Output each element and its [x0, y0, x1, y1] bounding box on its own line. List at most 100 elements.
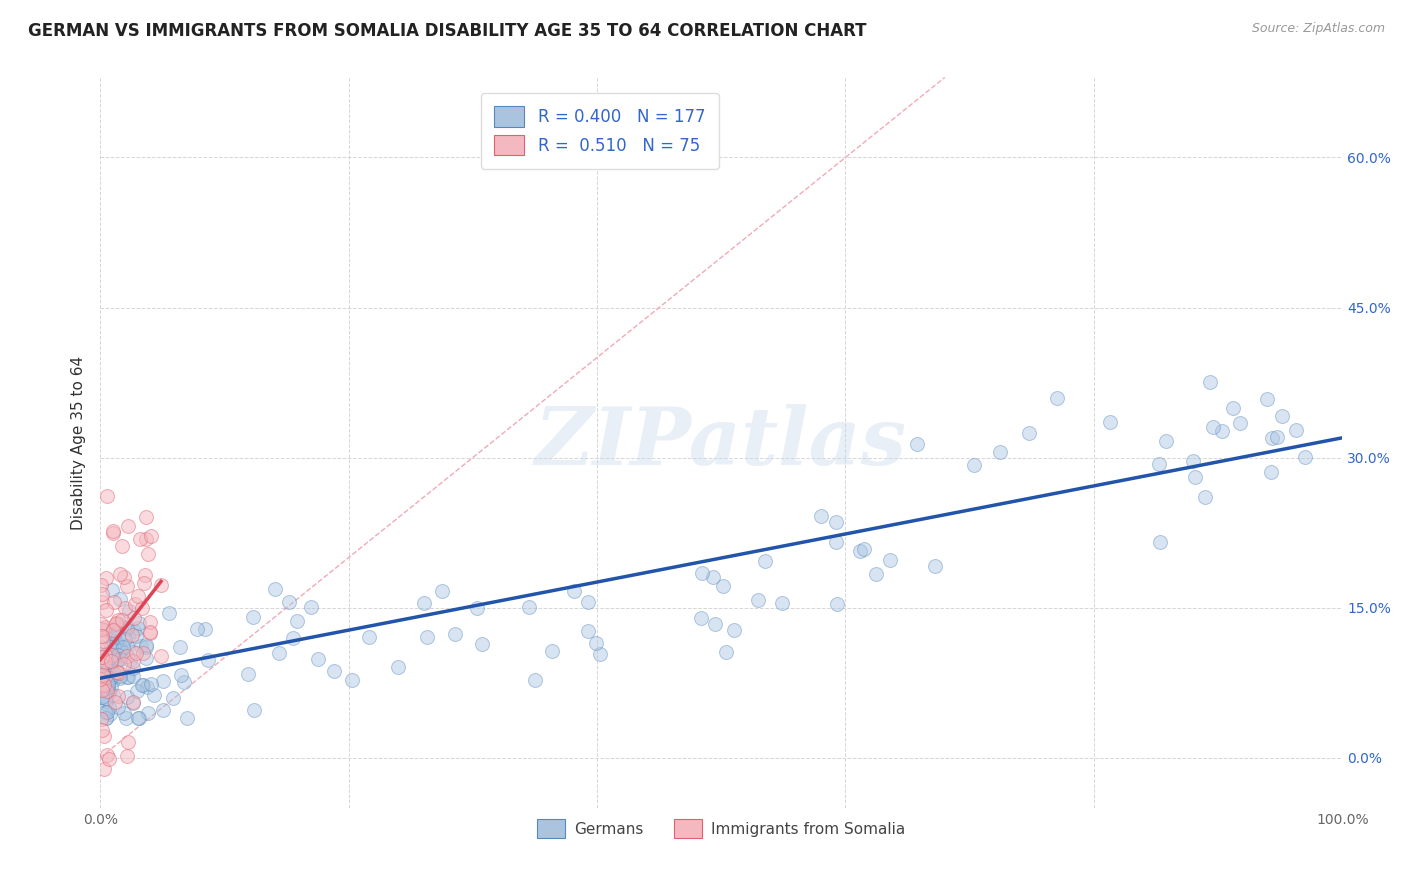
Point	[90, 665, 112, 679]
Point	[94, 670, 117, 684]
Point	[94, 641, 117, 656]
Point	[150, 577, 173, 591]
Point	[105, 617, 128, 632]
Point	[101, 629, 124, 643]
Point	[98, 706, 121, 721]
Point	[432, 583, 454, 598]
Point	[94, 603, 117, 617]
Point	[90, 658, 112, 673]
Point	[134, 576, 156, 591]
Point	[243, 703, 266, 717]
Point	[197, 653, 219, 667]
Point	[416, 630, 439, 644]
Point	[101, 670, 124, 684]
Point	[810, 509, 832, 524]
Point	[93, 762, 115, 776]
Point	[589, 647, 612, 661]
Point	[690, 610, 713, 624]
Point	[108, 666, 131, 681]
Point	[585, 636, 607, 650]
Point	[711, 579, 734, 593]
Point	[100, 681, 122, 695]
Point	[96, 711, 118, 725]
Point	[91, 595, 114, 609]
Point	[285, 614, 308, 628]
Point	[96, 684, 118, 698]
Point	[110, 671, 132, 685]
Point	[107, 651, 129, 665]
Point	[1265, 430, 1288, 444]
Point	[1099, 415, 1122, 429]
Point	[90, 650, 112, 665]
Point	[723, 623, 745, 637]
Point	[100, 650, 122, 665]
Point	[132, 678, 155, 692]
Point	[91, 667, 114, 681]
Point	[112, 657, 135, 671]
Point	[112, 706, 135, 720]
Point	[103, 595, 125, 609]
Point	[122, 624, 145, 639]
Point	[98, 648, 121, 662]
Point	[90, 665, 112, 679]
Point	[413, 596, 436, 610]
Point	[107, 616, 129, 631]
Point	[143, 689, 166, 703]
Point	[105, 653, 128, 667]
Point	[139, 615, 162, 629]
Point	[90, 661, 112, 675]
Point	[754, 554, 776, 568]
Point	[101, 673, 124, 687]
Point	[111, 539, 134, 553]
Point	[90, 681, 112, 696]
Point	[112, 620, 135, 634]
Point	[98, 659, 121, 673]
Point	[91, 633, 114, 648]
Point	[152, 702, 174, 716]
Point	[121, 628, 143, 642]
Point	[90, 640, 112, 654]
Point	[132, 647, 155, 661]
Point	[114, 711, 136, 725]
Point	[101, 624, 124, 638]
Legend: Germans, Immigrants from Somalia: Germans, Immigrants from Somalia	[531, 814, 911, 844]
Point	[96, 689, 118, 703]
Point	[127, 621, 149, 635]
Point	[97, 680, 120, 694]
Point	[125, 646, 148, 660]
Point	[157, 606, 180, 620]
Point	[91, 623, 114, 637]
Point	[576, 595, 599, 609]
Point	[905, 437, 928, 451]
Point	[747, 593, 769, 607]
Point	[307, 652, 329, 666]
Point	[138, 706, 160, 720]
Point	[136, 680, 159, 694]
Point	[128, 615, 150, 630]
Point	[186, 622, 208, 636]
Point	[101, 623, 124, 637]
Text: GERMAN VS IMMIGRANTS FROM SOMALIA DISABILITY AGE 35 TO 64 CORRELATION CHART: GERMAN VS IMMIGRANTS FROM SOMALIA DISABI…	[28, 22, 866, 40]
Point	[103, 688, 125, 702]
Point	[1256, 392, 1278, 406]
Point	[702, 570, 724, 584]
Point	[117, 519, 139, 533]
Point	[131, 601, 153, 615]
Point	[1194, 491, 1216, 505]
Point	[101, 648, 124, 663]
Point	[173, 675, 195, 690]
Point	[340, 673, 363, 688]
Point	[97, 751, 120, 765]
Point	[117, 735, 139, 749]
Point	[100, 654, 122, 668]
Point	[103, 526, 125, 541]
Point	[1184, 470, 1206, 484]
Point	[121, 696, 143, 710]
Point	[194, 622, 217, 636]
Point	[236, 666, 259, 681]
Point	[162, 690, 184, 705]
Point	[104, 615, 127, 630]
Point	[852, 542, 875, 557]
Point	[1260, 465, 1282, 479]
Point	[136, 547, 159, 561]
